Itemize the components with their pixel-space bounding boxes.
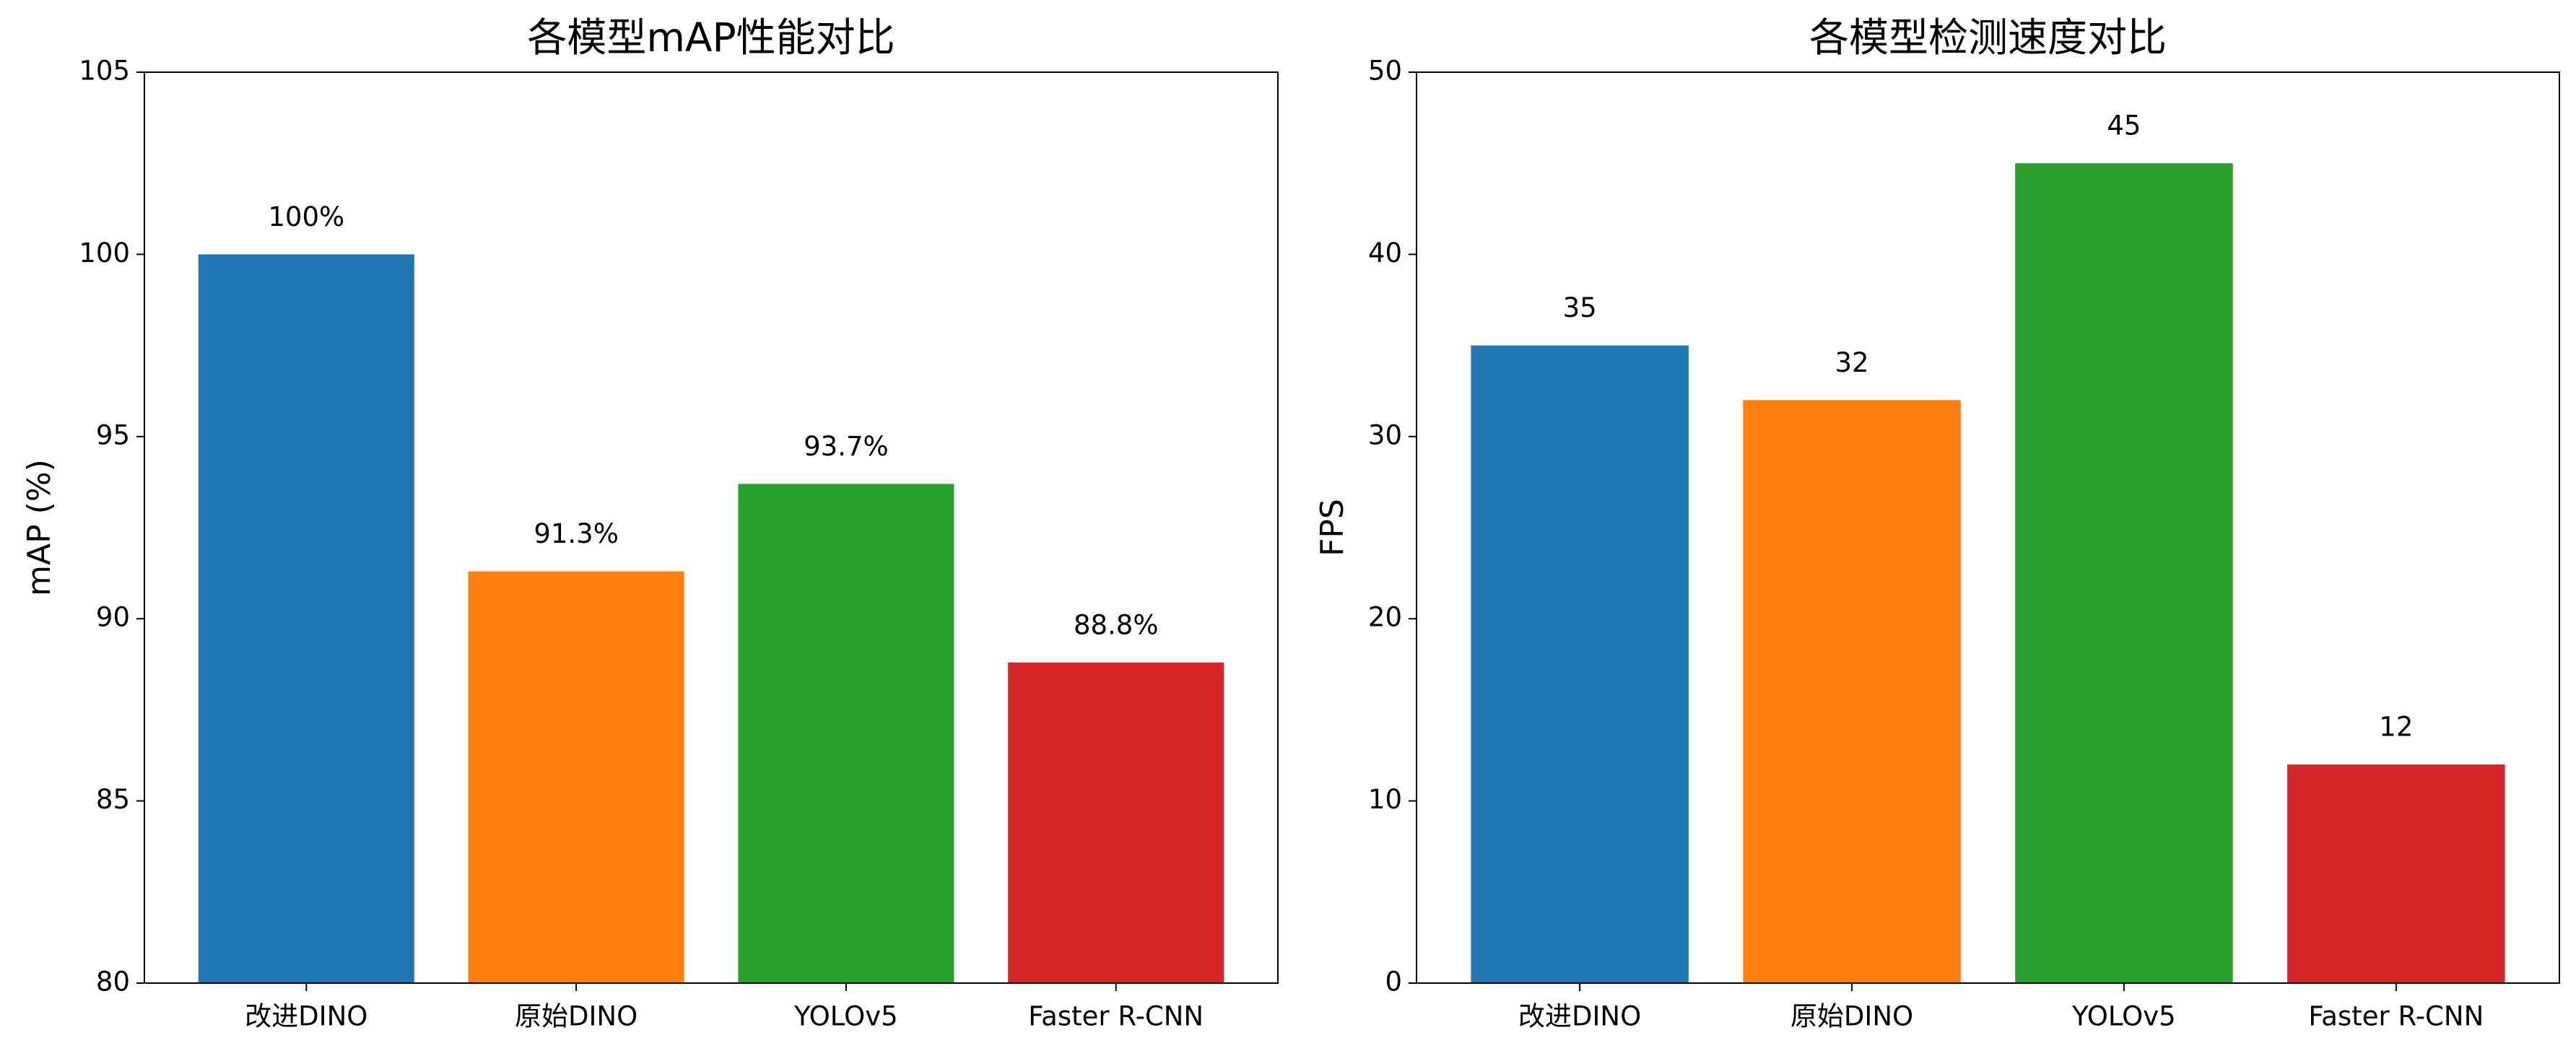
y-tick-label: 40	[1368, 237, 1402, 269]
y-tick-label: 50	[1368, 56, 1402, 87]
value-label: 12	[2379, 712, 2413, 743]
bar	[2015, 163, 2233, 984]
plot-frame	[1416, 71, 2560, 984]
bar	[1743, 400, 1961, 983]
y-tick-label: 10	[1368, 784, 1402, 815]
y-tick-label: 95	[96, 419, 130, 450]
y-tick-label: 85	[96, 784, 130, 815]
y-axis-label: mAP (%)	[21, 459, 58, 596]
y-tick-label: 0	[1385, 966, 1402, 998]
y-tick-label: 80	[96, 966, 130, 998]
y-tick-label: 90	[96, 602, 130, 633]
bar	[468, 571, 684, 983]
y-tick-label: 105	[79, 56, 130, 87]
value-label: 91.3%	[534, 518, 619, 549]
x-tick-label: YOLOv5	[793, 1001, 898, 1032]
chart-title: 各模型检测速度对比	[1809, 14, 2167, 61]
plot-frame	[144, 71, 1279, 984]
value-label: 32	[1835, 347, 1869, 378]
x-tick-label: Faster R-CNN	[2308, 1001, 2484, 1032]
value-label: 35	[1563, 292, 1597, 323]
x-tick-label: Faster R-CNN	[1028, 1001, 1204, 1032]
bar	[738, 484, 954, 983]
x-tick-label: 原始DINO	[515, 1001, 638, 1032]
value-label: 88.8%	[1074, 609, 1159, 640]
y-tick-label: 30	[1368, 419, 1402, 450]
chart-title: 各模型mAP性能对比	[527, 14, 895, 61]
y-axis-label: FPS	[1314, 499, 1351, 557]
x-tick-label: 改进DINO	[245, 1001, 367, 1032]
bar	[198, 254, 414, 983]
y-tick-label: 20	[1368, 602, 1402, 633]
y-tick-label: 100	[79, 237, 130, 269]
bar	[1008, 662, 1224, 983]
x-tick-label: 改进DINO	[1518, 1001, 1641, 1032]
bar	[2287, 764, 2505, 983]
value-label: 93.7%	[804, 431, 889, 462]
value-label: 45	[2107, 110, 2141, 141]
value-label: 100%	[268, 201, 344, 232]
x-tick-label: YOLOv5	[2071, 1001, 2176, 1032]
x-tick-label: 原始DINO	[1790, 1001, 1913, 1032]
bar	[1471, 345, 1689, 984]
